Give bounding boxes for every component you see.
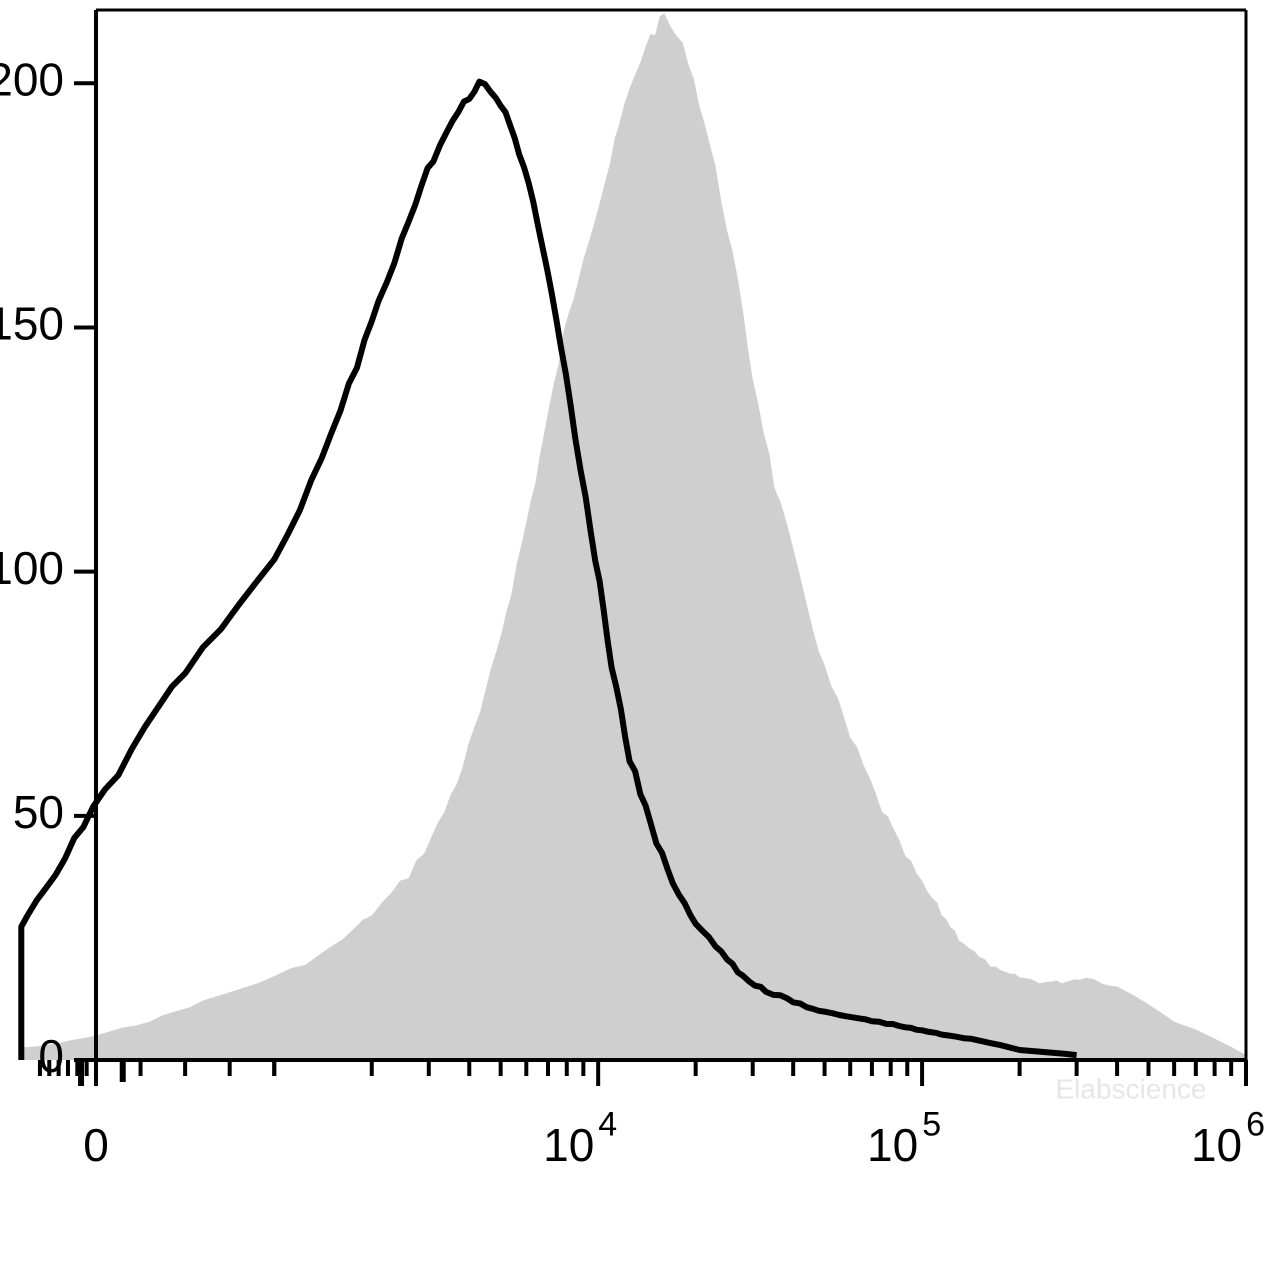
x-tick-label: 106 <box>1191 1106 1265 1171</box>
x-tick-label: 104 <box>543 1106 617 1171</box>
histogram-series-gray <box>21 13 1246 1060</box>
x-tick-label-zero: 0 <box>83 1119 109 1171</box>
watermark-text: Elabscience <box>1056 1074 1207 1105</box>
flow-cytometry-histogram: 0501001502000104105106Elabscience <box>0 0 1270 1280</box>
y-tick-label: 200 <box>0 53 64 105</box>
y-tick-label: 100 <box>0 542 64 594</box>
y-tick-label: 150 <box>0 298 64 350</box>
x-tick-label: 105 <box>867 1106 941 1171</box>
y-tick-label: 50 <box>13 786 64 838</box>
chart-svg: 0501001502000104105106Elabscience <box>0 0 1270 1280</box>
